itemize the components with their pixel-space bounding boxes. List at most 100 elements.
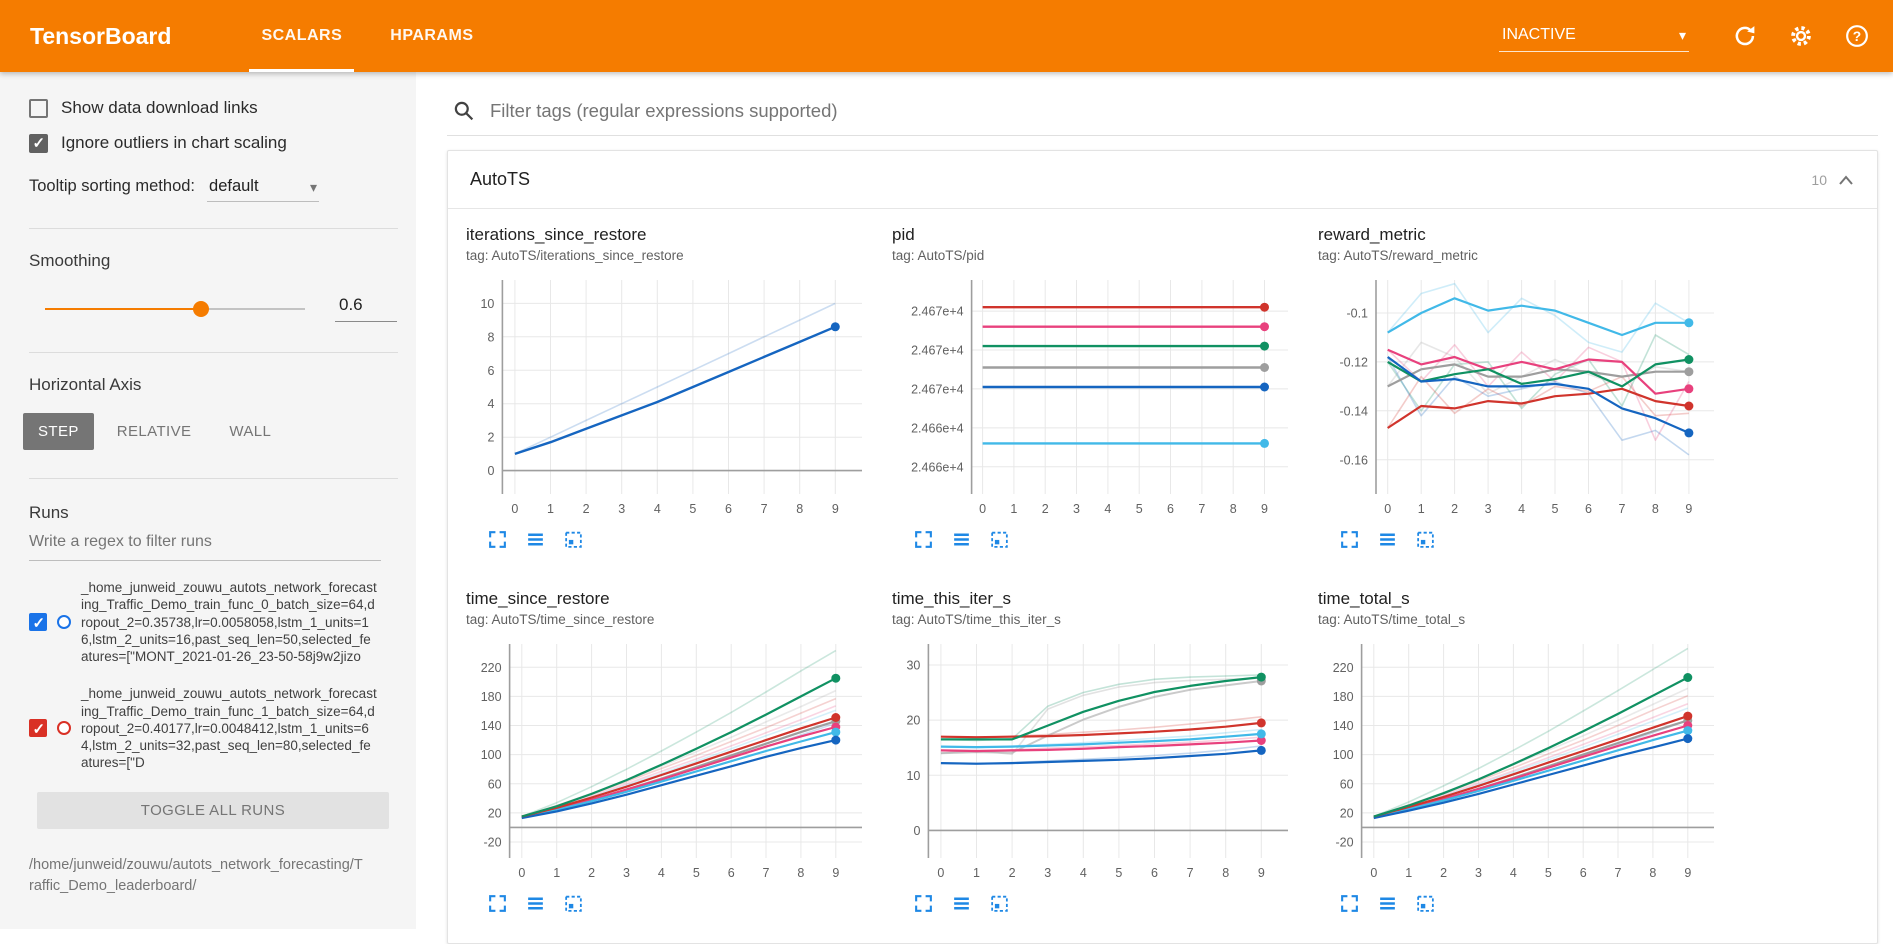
- axis-button-wall[interactable]: WALL: [214, 413, 286, 450]
- run-checkbox[interactable]: [29, 613, 47, 632]
- expand-chart-button[interactable]: [486, 529, 508, 551]
- svg-text:6: 6: [728, 866, 735, 880]
- svg-text:6: 6: [1151, 866, 1158, 880]
- refresh-button[interactable]: [1729, 20, 1761, 52]
- svg-text:60: 60: [1340, 777, 1354, 791]
- show-download-links-row[interactable]: Show data download links: [29, 98, 396, 118]
- svg-text:6: 6: [1580, 866, 1587, 880]
- svg-text:180: 180: [1333, 690, 1354, 704]
- runs-filter-input[interactable]: [29, 523, 381, 561]
- svg-text:0: 0: [979, 502, 986, 516]
- svg-text:7: 7: [763, 866, 770, 880]
- smoothing-value[interactable]: 0.6: [335, 295, 397, 322]
- fit-domain-button[interactable]: [562, 893, 584, 915]
- toggle-y-axis-button[interactable]: [524, 529, 546, 551]
- chart-plot[interactable]: 0 1 2 3 4 5 6 7 8 9 2.467e+4 2.467e+4 2.467e+4 2.466e…: [892, 270, 1304, 522]
- chart-plot[interactable]: 0 1 2 3 4 5 6 7 8 9 -0.1 -0.12 -0.14 -0.16: [1318, 270, 1730, 522]
- fit-domain-button[interactable]: [988, 893, 1010, 915]
- tab-scalars[interactable]: SCALARS: [237, 0, 366, 72]
- chart-tag: tag: AutoTS/pid: [892, 248, 985, 263]
- svg-text:140: 140: [1333, 719, 1354, 733]
- run-item[interactable]: _home_junweid_zouwu_autots_network_forec…: [29, 579, 398, 665]
- toggle-y-axis-button[interactable]: [1376, 893, 1398, 915]
- status-dropdown-value: INACTIVE: [1502, 25, 1576, 43]
- help-button[interactable]: ?: [1841, 20, 1873, 52]
- toggle-y-axis-button[interactable]: [950, 529, 972, 551]
- svg-text:6: 6: [1585, 502, 1592, 516]
- chart-plot[interactable]: 0 1 2 3 4 5 6 7 8 9 10 8 6 4 2 0: [466, 270, 878, 522]
- tag-filter-input[interactable]: [490, 100, 1874, 122]
- svg-text:2: 2: [1440, 866, 1447, 880]
- chart-plot[interactable]: 0 1 2 3 4 5 6 7 8 9 220 180 140 100 60 20 -20: [466, 634, 878, 886]
- svg-text:5: 5: [1115, 866, 1122, 880]
- chevron-down-icon: ▾: [1678, 26, 1686, 43]
- expand-icon: [1340, 895, 1358, 912]
- autots-card-header[interactable]: AutoTS 10: [448, 151, 1877, 209]
- run-color-radio[interactable]: [57, 721, 71, 736]
- fit-domain-button[interactable]: [1414, 893, 1436, 915]
- chart-plot[interactable]: 0 1 2 3 4 5 6 7 8 9 30 20 10 0: [892, 634, 1304, 886]
- chart-tag: tag: AutoTS/time_this_iter_s: [892, 612, 1061, 627]
- svg-text:-0.14: -0.14: [1340, 404, 1369, 418]
- toggle-y-axis-button[interactable]: [1376, 529, 1398, 551]
- expand-chart-button[interactable]: [1338, 893, 1360, 915]
- chart-toolbar: [912, 529, 1318, 551]
- tag-filter-row: [447, 96, 1878, 136]
- fit-domain-button[interactable]: [1414, 529, 1436, 551]
- svg-text:0: 0: [1384, 502, 1391, 516]
- chart-plot[interactable]: 0 1 2 3 4 5 6 7 8 9 220 180 140 100 60 20 -20: [1318, 634, 1730, 886]
- svg-text:20: 20: [488, 806, 502, 820]
- tooltip-sorting-label: Tooltip sorting method:: [29, 177, 196, 195]
- svg-text:1: 1: [1405, 866, 1412, 880]
- svg-text:60: 60: [488, 777, 502, 791]
- run-checkbox[interactable]: [29, 719, 47, 738]
- expand-chart-button[interactable]: [1338, 529, 1360, 551]
- svg-text:20: 20: [906, 714, 920, 728]
- svg-text:-0.12: -0.12: [1340, 355, 1369, 369]
- collapse-chevron-icon[interactable]: [1837, 173, 1855, 187]
- run-item[interactable]: _home_junweid_zouwu_autots_network_forec…: [29, 685, 398, 771]
- toggle-y-axis-button[interactable]: [950, 893, 972, 915]
- svg-text:9: 9: [1258, 866, 1265, 880]
- ignore-outliers-checkbox[interactable]: [29, 133, 48, 153]
- svg-text:2: 2: [487, 431, 494, 445]
- run-color-radio[interactable]: [57, 615, 71, 630]
- toggle-y-axis-button[interactable]: [524, 893, 546, 915]
- tab-hparams[interactable]: HPARAMS: [390, 27, 474, 44]
- axis-button-relative[interactable]: RELATIVE: [102, 413, 207, 450]
- svg-text:8: 8: [1222, 866, 1229, 880]
- tooltip-sorting-row: Tooltip sorting method: default ▾: [29, 177, 396, 202]
- svg-text:100: 100: [481, 748, 502, 762]
- autots-card: AutoTS 10 iterations_since_restore tag: …: [447, 150, 1878, 944]
- runs-list: _home_junweid_zouwu_autots_network_forec…: [29, 579, 398, 772]
- svg-text:8: 8: [796, 502, 803, 516]
- svg-text:6: 6: [725, 502, 732, 516]
- svg-text:4: 4: [1104, 502, 1111, 516]
- fit-domain-button[interactable]: [988, 529, 1010, 551]
- settings-button[interactable]: [1785, 20, 1817, 52]
- ignore-outliers-row[interactable]: Ignore outliers in chart scaling: [29, 133, 396, 153]
- expand-chart-button[interactable]: [912, 893, 934, 915]
- run-label: _home_junweid_zouwu_autots_network_forec…: [81, 686, 377, 771]
- app-title: TensorBoard: [30, 22, 172, 49]
- show-download-links-label: Show data download links: [61, 98, 258, 117]
- expand-chart-button[interactable]: [486, 893, 508, 915]
- svg-text:2: 2: [583, 502, 590, 516]
- svg-text:10: 10: [480, 297, 494, 311]
- chart-tag: tag: AutoTS/reward_metric: [1318, 248, 1478, 263]
- horizontal-bars-icon: [1379, 533, 1395, 546]
- toggle-all-runs-button[interactable]: TOGGLE ALL RUNS: [37, 791, 389, 829]
- svg-text:180: 180: [481, 690, 502, 704]
- status-dropdown[interactable]: INACTIVE ▾: [1499, 21, 1689, 52]
- smoothing-slider[interactable]: [45, 300, 305, 318]
- smoothing-slider-thumb[interactable]: [193, 300, 209, 317]
- show-download-links-checkbox[interactable]: [29, 98, 48, 118]
- svg-text:8: 8: [1652, 502, 1659, 516]
- fit-domain-button[interactable]: [562, 529, 584, 551]
- axis-button-step[interactable]: STEP: [23, 413, 94, 450]
- tooltip-sorting-dropdown[interactable]: default ▾: [207, 177, 320, 202]
- svg-text:9: 9: [832, 866, 839, 880]
- expand-chart-button[interactable]: [912, 529, 934, 551]
- svg-text:3: 3: [623, 866, 630, 880]
- svg-text:8: 8: [1649, 866, 1656, 880]
